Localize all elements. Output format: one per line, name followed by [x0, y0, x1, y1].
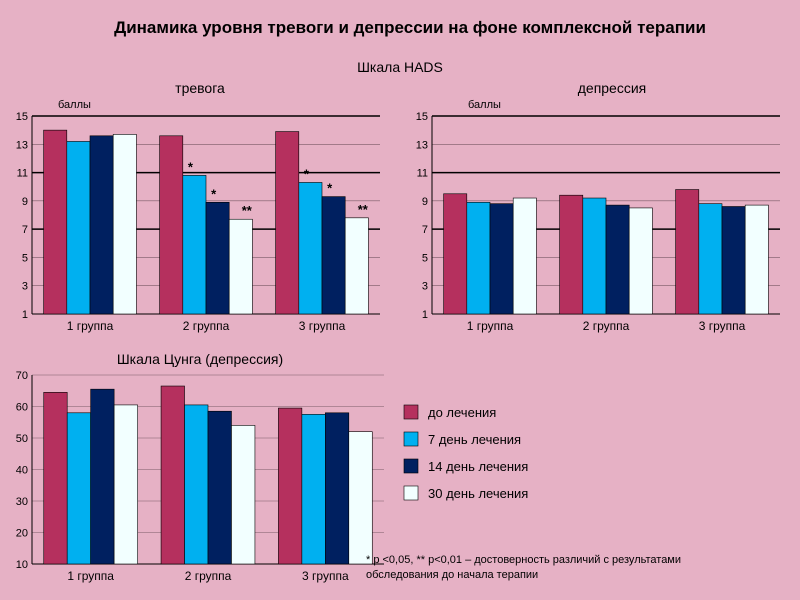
bar: [275, 131, 300, 315]
footnote-line-1: * р <0,05, ** р<0,01 – достоверность раз…: [366, 554, 681, 566]
legend-label: до лечения: [428, 405, 496, 420]
hads-scale-title: Шкала HADS: [357, 59, 443, 75]
y-tick-label: 10: [16, 559, 28, 571]
x-category-label: 1 группа: [467, 319, 514, 333]
depression-chart-title: депрессия: [578, 80, 647, 96]
y-tick-label: 13: [416, 139, 428, 151]
bar: [298, 182, 323, 315]
x-category-label: 3 группа: [302, 569, 349, 583]
bar: [321, 196, 346, 315]
anxiety-chart-title: тревога: [175, 80, 225, 96]
bar: [184, 404, 209, 565]
x-category-label: 2 группа: [185, 569, 232, 583]
bar: [228, 218, 253, 315]
zung-chart: 10 20 30 40 50 60 70 1 группа 2 группа 3 группа: [16, 370, 384, 583]
y-tick-label: 3: [22, 281, 28, 293]
bar: [182, 175, 207, 315]
bar: [301, 414, 326, 565]
y-axis-unit-label: баллы: [58, 99, 91, 111]
bar: [466, 201, 491, 315]
y-tick-label: 50: [16, 433, 28, 445]
bar: [112, 134, 137, 315]
bar: [90, 388, 115, 565]
legend-swatch: [403, 404, 419, 420]
bar: [43, 392, 68, 565]
bar: [489, 203, 514, 315]
y-tick-label: 1: [422, 309, 428, 321]
bar: [66, 412, 91, 565]
y-tick-label: 7: [22, 224, 28, 236]
y-tick-label: 40: [16, 465, 28, 477]
x-category-label: 2 группа: [583, 319, 630, 333]
bar: [605, 204, 630, 315]
bar: [344, 217, 369, 315]
y-tick-label: 30: [16, 496, 28, 508]
y-tick-label: 11: [17, 168, 28, 180]
x-category-label: 1 группа: [67, 569, 114, 583]
significance-marker: *: [304, 166, 310, 181]
y-tick-label: 5: [22, 252, 28, 264]
significance-marker: *: [211, 186, 217, 201]
page-title: Динамика уровня тревоги и депрессии на ф…: [114, 18, 706, 37]
y-tick-label: 70: [16, 370, 28, 382]
bar: [113, 404, 138, 565]
bar: [159, 135, 184, 315]
y-tick-label: 1: [22, 309, 28, 321]
y-tick-label: 11: [417, 168, 428, 180]
zung-chart-title: Шкала Цунга (депрессия): [117, 351, 283, 367]
footnote-line-2: обследования до начала терапии: [366, 569, 538, 581]
y-tick-label: 15: [416, 111, 428, 123]
bar: [205, 201, 230, 315]
bar: [744, 204, 769, 315]
legend-swatch: [403, 485, 419, 501]
bar: [207, 410, 232, 565]
legend-swatch: [403, 458, 419, 474]
y-axis-unit-label: баллы: [468, 99, 501, 111]
significance-marker: **: [242, 203, 253, 218]
x-category-label: 3 группа: [299, 319, 346, 333]
x-category-label: 3 группа: [699, 319, 746, 333]
bar: [675, 189, 700, 315]
legend: до лечения 7 день лечения 14 день лечения 3…: [403, 404, 528, 501]
x-category-label: 2 группа: [183, 319, 230, 333]
bar: [231, 425, 256, 565]
bar: [89, 135, 114, 315]
x-category-label: 1 группа: [67, 319, 114, 333]
bar: [348, 431, 373, 565]
y-tick-label: 7: [422, 224, 428, 236]
legend-label: 7 день лечения: [428, 432, 521, 447]
y-tick-label: 20: [16, 528, 28, 540]
bar: [278, 407, 303, 565]
bar: [698, 203, 723, 315]
bar: [582, 197, 607, 315]
legend-label: 14 день лечения: [428, 459, 528, 474]
significance-marker: *: [188, 159, 194, 174]
y-tick-label: 9: [422, 196, 428, 208]
bar: [628, 207, 653, 315]
significance-marker: **: [358, 202, 369, 217]
legend-label: 30 день лечения: [428, 486, 528, 501]
bar: [443, 193, 468, 315]
bar: [559, 194, 584, 315]
bar: [66, 141, 91, 315]
y-tick-label: 5: [422, 252, 428, 264]
y-tick-label: 15: [16, 111, 28, 123]
bar: [512, 197, 537, 315]
y-tick-label: 3: [422, 281, 428, 293]
y-tick-label: 9: [22, 196, 28, 208]
bar: [160, 385, 185, 565]
y-tick-label: 13: [16, 139, 28, 151]
bar: [721, 206, 746, 315]
legend-swatch: [403, 431, 419, 447]
bar: [325, 412, 350, 565]
bar: [43, 129, 68, 315]
y-tick-label: 60: [16, 402, 28, 414]
significance-marker: *: [327, 181, 333, 196]
